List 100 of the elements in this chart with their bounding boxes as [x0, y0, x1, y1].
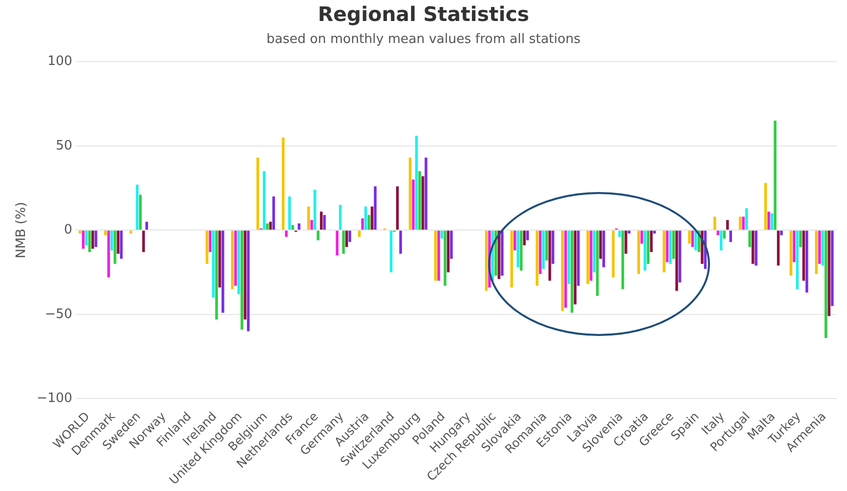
- bar: [821, 230, 824, 266]
- bar: [323, 214, 326, 230]
- bar: [368, 214, 370, 230]
- bar: [78, 230, 82, 234]
- bar: [498, 230, 500, 280]
- bar: [104, 230, 107, 236]
- bar: [548, 230, 552, 281]
- bar: [624, 230, 628, 254]
- bar: [269, 222, 272, 230]
- bar: [142, 230, 145, 252]
- bar: [722, 230, 726, 239]
- bar: [320, 212, 323, 230]
- bar: [440, 230, 444, 239]
- bar: [806, 230, 808, 293]
- bar: [107, 230, 110, 278]
- bar: [244, 230, 246, 320]
- bar: [345, 230, 348, 248]
- bar: [364, 206, 368, 230]
- bar: [129, 230, 132, 234]
- bar: [523, 230, 526, 246]
- bar: [85, 230, 88, 246]
- bar: [742, 216, 745, 230]
- bar: [780, 230, 783, 236]
- bar: [653, 230, 656, 234]
- bar: [646, 230, 650, 264]
- bar: [796, 230, 799, 290]
- bar: [510, 230, 514, 288]
- bar: [542, 230, 545, 269]
- bar: [621, 230, 624, 290]
- bar: [716, 230, 720, 236]
- bar: [672, 230, 675, 259]
- bar: [361, 218, 364, 230]
- bar: [484, 230, 488, 291]
- bar: [770, 213, 774, 230]
- bar: [338, 204, 342, 230]
- bar: [450, 230, 453, 259]
- bar: [310, 220, 314, 230]
- bar: [307, 206, 310, 230]
- bar: [691, 230, 694, 248]
- bar: [266, 223, 269, 230]
- bar: [218, 230, 222, 288]
- bar: [815, 230, 818, 274]
- bar: [688, 230, 691, 244]
- bar: [370, 206, 374, 230]
- bar: [640, 230, 644, 244]
- bar: [586, 230, 590, 284]
- bar: [256, 158, 260, 230]
- bar: [545, 230, 548, 260]
- bar: [824, 230, 828, 338]
- bar: [602, 230, 606, 268]
- bar: [291, 225, 294, 230]
- bar: [713, 216, 716, 230]
- bar: [262, 171, 266, 230]
- y-tick-label: −100: [36, 391, 72, 406]
- bar: [222, 230, 224, 313]
- bar: [444, 230, 446, 286]
- bar: [818, 230, 821, 264]
- bar: [628, 230, 630, 234]
- bar: [342, 230, 345, 254]
- bar: [348, 230, 352, 242]
- bar: [282, 137, 285, 230]
- bar: [434, 230, 437, 281]
- bar: [752, 230, 754, 264]
- bar: [114, 230, 116, 264]
- bar: [91, 230, 94, 249]
- bar: [828, 230, 830, 316]
- bar: [288, 196, 291, 230]
- bar: [285, 230, 288, 237]
- bar: [514, 230, 516, 250]
- bar: [424, 158, 428, 230]
- chart-subtitle: based on monthly mean values from all stations: [266, 32, 581, 48]
- bar: [536, 230, 538, 286]
- bar: [139, 194, 142, 230]
- bar: [516, 230, 520, 268]
- bar: [316, 230, 320, 240]
- bar: [396, 186, 399, 230]
- bar: [116, 230, 120, 254]
- bar: [234, 230, 237, 286]
- bar: [561, 230, 564, 312]
- bar: [590, 230, 592, 281]
- bar: [748, 230, 752, 248]
- bar: [526, 230, 529, 240]
- y-axis-title: NMB (%): [14, 202, 30, 258]
- bar: [110, 230, 114, 250]
- bar: [776, 230, 780, 266]
- bar: [830, 230, 834, 306]
- bar: [212, 230, 215, 298]
- bar: [567, 230, 570, 284]
- bar: [662, 230, 666, 272]
- bar: [799, 230, 802, 248]
- bar: [592, 230, 596, 272]
- y-tick-label: 50: [56, 138, 72, 154]
- bar: [412, 180, 415, 230]
- bar: [644, 230, 646, 271]
- bar: [552, 230, 554, 264]
- bar: [88, 230, 91, 252]
- bar: [792, 230, 796, 262]
- bar: [720, 230, 723, 250]
- bar: [446, 230, 450, 272]
- bar: [669, 230, 672, 264]
